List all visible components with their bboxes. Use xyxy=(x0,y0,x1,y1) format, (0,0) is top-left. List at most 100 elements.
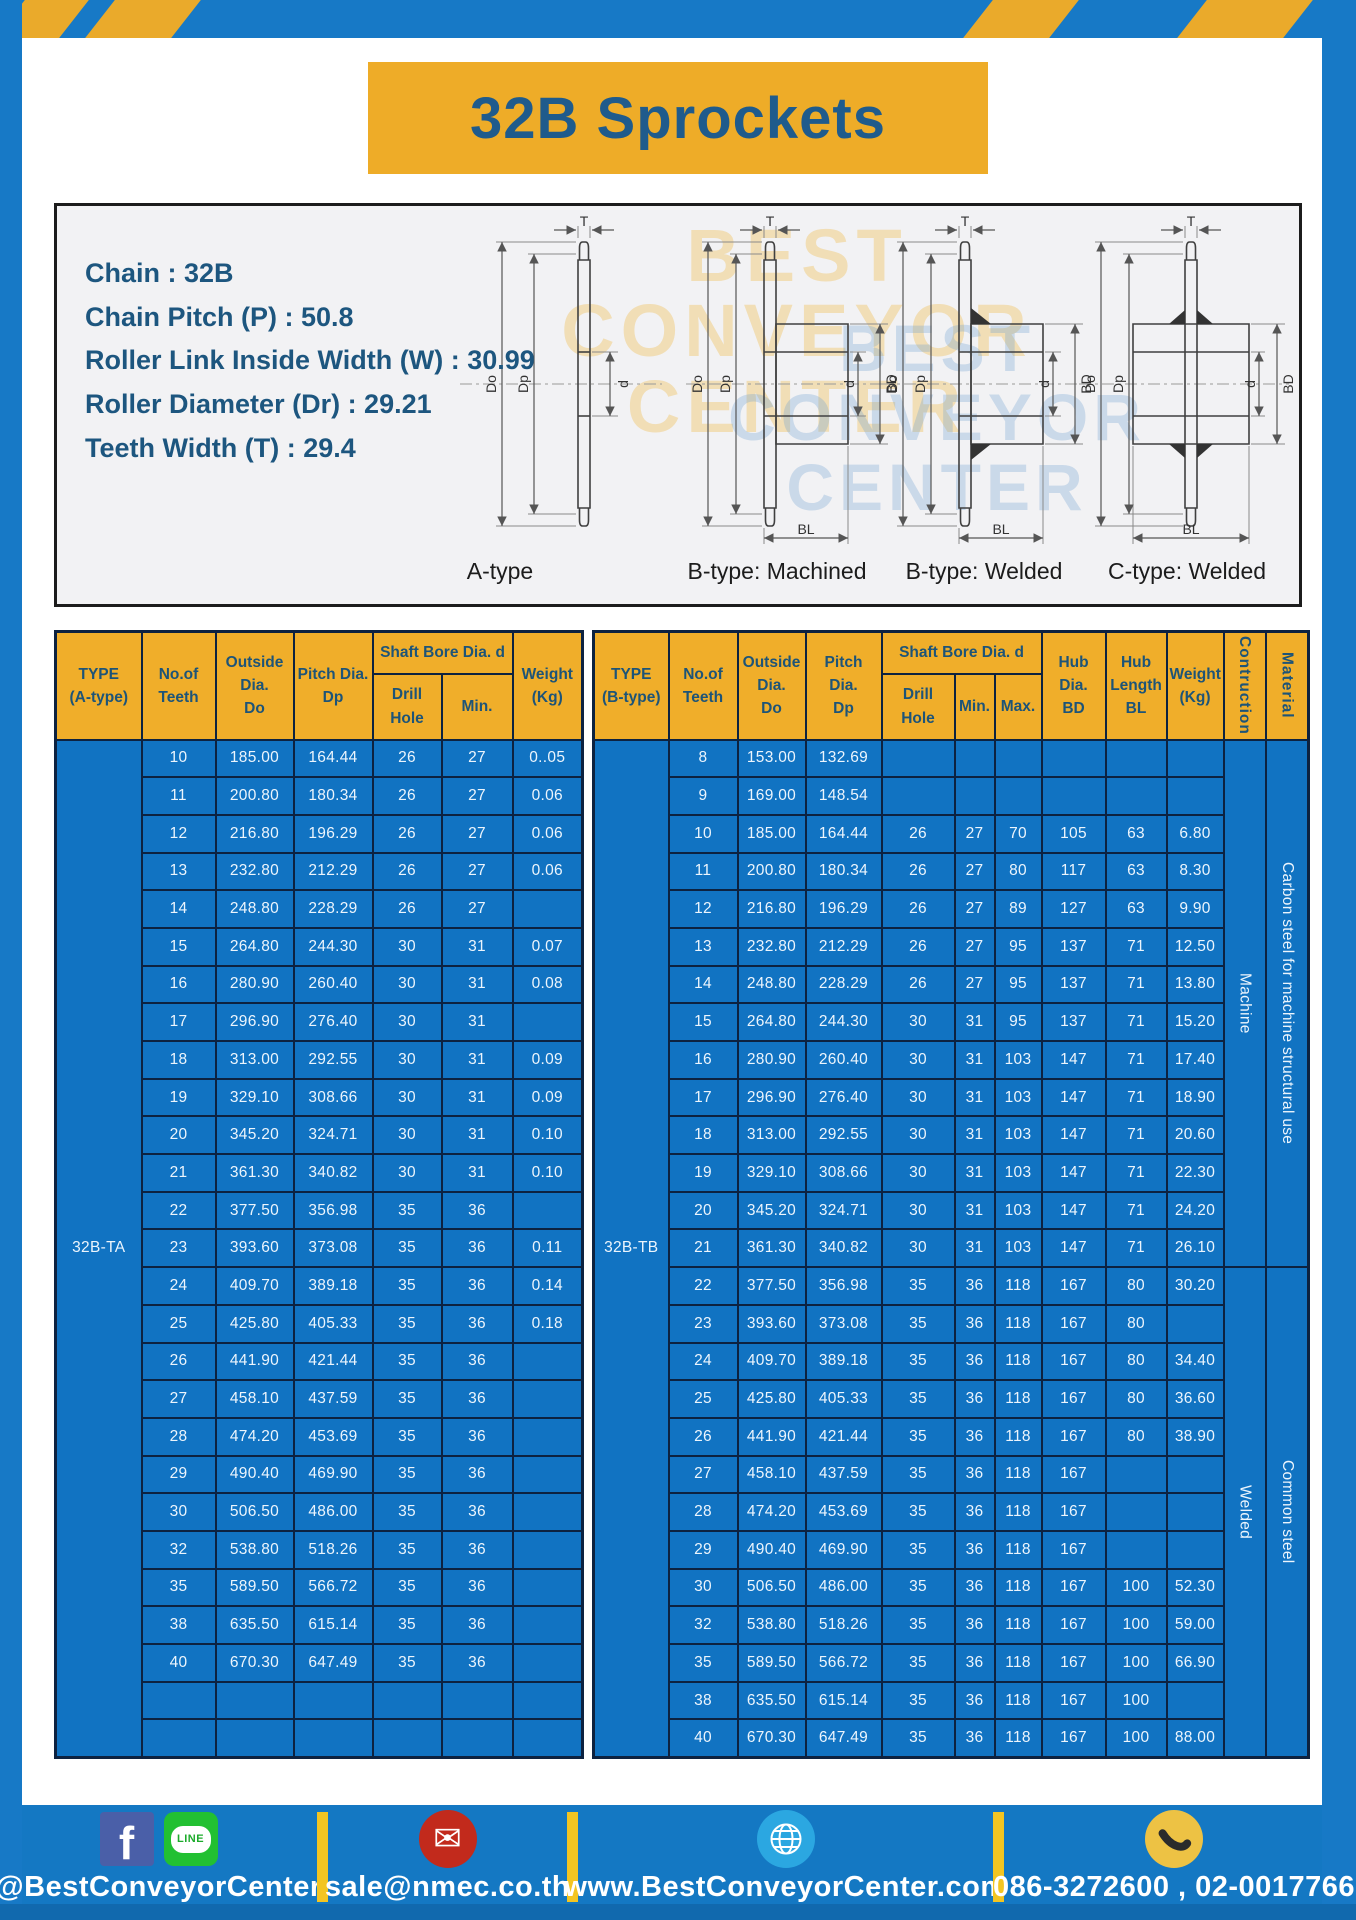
cell xyxy=(511,1416,584,1457)
cell: 103 xyxy=(993,1077,1043,1118)
cell xyxy=(440,1718,514,1759)
dim-label-t: T xyxy=(580,216,589,229)
cell: 35 xyxy=(371,1341,443,1382)
cell: 80 xyxy=(1104,1379,1168,1419)
cell: 35 xyxy=(371,1266,443,1306)
table-row: 17 296.90 276.40 30 31 103 147 71 18.90 xyxy=(594,1077,1309,1118)
cell: 244.30 xyxy=(804,1002,883,1042)
cell xyxy=(511,1529,584,1570)
email-address[interactable]: sale@nmec.co.th xyxy=(324,1871,571,1903)
cell: 377.50 xyxy=(736,1266,807,1306)
cell: 26 xyxy=(140,1341,217,1382)
cell: 100 xyxy=(1104,1643,1168,1683)
social-handle[interactable]: @BestConveyorCenter xyxy=(0,1871,322,1903)
cell: 34.40 xyxy=(1165,1341,1225,1382)
cell: 167 xyxy=(1040,1379,1107,1419)
line-icon[interactable]: LINE xyxy=(163,1812,218,1866)
cell: 36 xyxy=(440,1492,514,1532)
website-url[interactable]: www.BestConveyorCenter.com xyxy=(564,1871,1007,1903)
cell: 105 xyxy=(1040,813,1107,854)
cell: 647.49 xyxy=(292,1643,374,1683)
table-row: 21 361.30 340.82 30 31 0.10 xyxy=(56,1153,584,1193)
cell: 28 xyxy=(667,1492,739,1532)
cell: 118 xyxy=(993,1492,1043,1532)
cell: 589.50 xyxy=(214,1567,295,1608)
table-row: 24 409.70 389.18 35 36 118 167 80 34.40 xyxy=(594,1341,1309,1382)
table-row: 27 458.10 437.59 35 36 xyxy=(56,1379,584,1419)
cell: 118 xyxy=(993,1718,1043,1759)
dim-label-bl: BL xyxy=(992,521,1009,537)
table-row: 30 506.50 486.00 35 36 118 167 100 52.30 xyxy=(594,1567,1309,1608)
cell: 373.08 xyxy=(804,1303,883,1344)
cell: 164.44 xyxy=(292,738,374,779)
cell: 308.66 xyxy=(292,1077,374,1118)
footer-divider xyxy=(317,1812,328,1902)
dim-label-bl: BL xyxy=(797,521,814,537)
cell: 20 xyxy=(140,1115,217,1156)
table-row xyxy=(56,1718,584,1759)
cell: 27 xyxy=(953,926,996,967)
cell: 118 xyxy=(993,1266,1043,1306)
phone-numbers[interactable]: 086-3272600 , 02-0017766 xyxy=(993,1871,1355,1903)
cell: 103 xyxy=(993,1040,1043,1080)
line-glyph: LINE xyxy=(176,1833,205,1845)
cell: 100 xyxy=(1104,1680,1168,1721)
cell: 260.40 xyxy=(804,1040,883,1080)
chain-specs: Chain : 32B Chain Pitch (P) : 50.8 Rolle… xyxy=(85,252,535,471)
cell: 36 xyxy=(953,1379,996,1419)
cell: 147 xyxy=(1040,1077,1107,1118)
cell: 30 xyxy=(371,1040,443,1080)
cell: 292.55 xyxy=(804,1115,883,1156)
facebook-glyph: f xyxy=(118,1817,135,1866)
cell: 71 xyxy=(1104,964,1168,1005)
cell: 35 xyxy=(880,1680,956,1721)
cell: 71 xyxy=(1104,1002,1168,1042)
email-icon[interactable]: ✉ xyxy=(418,1810,477,1868)
cell: 38.90 xyxy=(1165,1416,1225,1457)
table-row: 15 264.80 244.30 30 31 0.07 xyxy=(56,926,584,967)
cell xyxy=(511,1341,584,1382)
cell: 167 xyxy=(1040,1567,1107,1608)
facebook-icon[interactable]: f xyxy=(99,1812,154,1866)
table-row: 12 216.80 196.29 26 27 0.06 xyxy=(56,813,584,854)
cell: 29 xyxy=(667,1529,739,1570)
cell: 59.00 xyxy=(1165,1605,1225,1645)
globe-icon[interactable] xyxy=(756,1810,815,1868)
table-row: 19 329.10 308.66 30 31 103 147 71 22.30 xyxy=(594,1153,1309,1193)
cell: 409.70 xyxy=(214,1266,295,1306)
cell: 212.29 xyxy=(804,926,883,967)
header-cell: Max. xyxy=(993,672,1043,741)
cell: 469.90 xyxy=(292,1454,374,1495)
cell: 356.98 xyxy=(804,1266,883,1306)
cell: 232.80 xyxy=(736,926,807,967)
header-cell: Shaft Bore Dia. d xyxy=(880,630,1043,675)
table-row: 14 248.80 228.29 26 27 xyxy=(56,889,584,929)
caption-b-type-machined: B-type: Machined xyxy=(687,558,867,584)
cell: 11 xyxy=(140,776,217,816)
phone-icon[interactable] xyxy=(1145,1810,1203,1868)
cell: 36 xyxy=(953,1492,996,1532)
cell: 26 xyxy=(880,813,956,854)
cell: 36 xyxy=(953,1643,996,1683)
cell: 185.00 xyxy=(214,738,295,779)
cell: 118 xyxy=(993,1379,1043,1419)
header-cell: Pitch Dia. Dp xyxy=(292,630,374,741)
cell: 38 xyxy=(140,1605,217,1645)
decorative-stripe xyxy=(82,0,204,38)
cell: 147 xyxy=(1040,1190,1107,1231)
cell: 36 xyxy=(440,1643,514,1683)
cell: 490.40 xyxy=(214,1454,295,1495)
cell xyxy=(214,1680,295,1721)
table-row: 35 589.50 566.72 35 36 118 167 100 66.90 xyxy=(594,1643,1309,1683)
cell: 17 xyxy=(140,1002,217,1042)
cell: 35 xyxy=(371,1529,443,1570)
cell: 506.50 xyxy=(736,1567,807,1608)
cell: 153.00 xyxy=(736,738,807,779)
cell: 27 xyxy=(440,738,514,779)
cell: 248.80 xyxy=(736,964,807,1005)
cell: 340.82 xyxy=(292,1153,374,1193)
dim-label-d: d xyxy=(841,380,857,388)
cell: 15 xyxy=(140,926,217,967)
dim-label-d: d xyxy=(1242,380,1258,388)
cell: 35 xyxy=(371,1228,443,1269)
